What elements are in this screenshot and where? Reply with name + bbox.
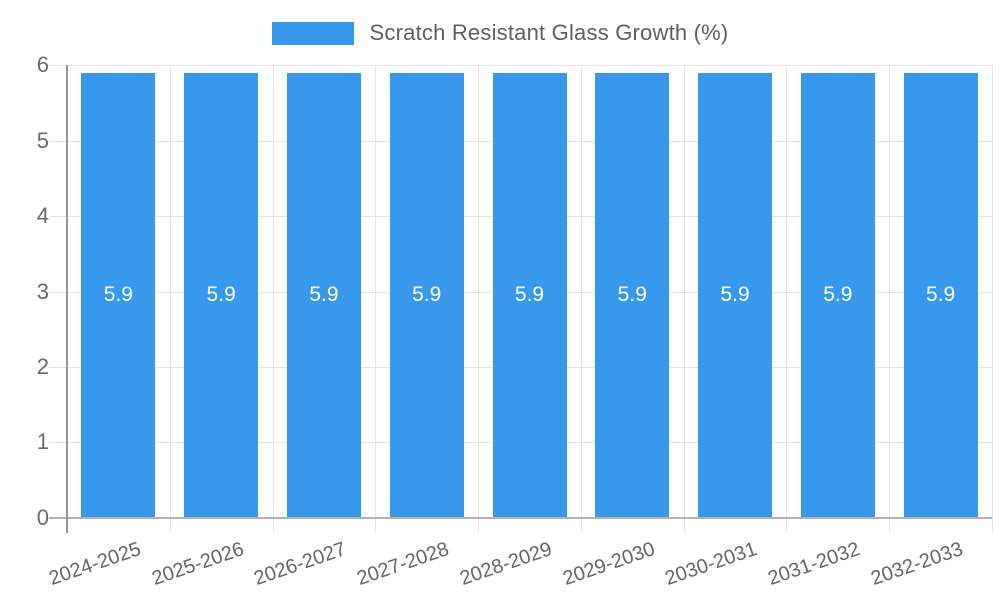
bar-slot: 5.9 [273,65,376,518]
x-tick-label: 2025-2026 [148,538,247,590]
x-tick-label: 2031-2032 [765,538,864,590]
x-tick-label: 2030-2031 [662,538,761,590]
bar-2030-2031: 5.9 [698,72,773,518]
bar-value-label: 5.9 [617,283,647,307]
y-tick-label: 4 [36,202,49,228]
x-tick-label: 2029-2030 [559,538,658,590]
bar-2025-2026: 5.9 [184,72,259,518]
x-tick-label: 2027-2028 [354,538,452,590]
x-tick-label: 2032-2033 [868,538,966,590]
x-axis-baseline [49,517,992,519]
bar-2026-2027: 5.9 [286,72,361,518]
gridline-vertical [786,65,788,533]
legend-label: Scratch Resistant Glass Growth (%) [369,20,729,45]
bar-value-label: 5.9 [412,283,442,307]
bar-slot: 5.9 [786,65,889,518]
bar-2024-2025: 5.9 [81,72,156,518]
gridline-vertical [889,65,891,533]
y-tick-label: 1 [36,429,49,455]
gridline-vertical [683,65,685,533]
bars-layer: 5.9 5.9 5.9 5.9 5.9 [67,65,992,518]
plot-area: 5.9 5.9 5.9 5.9 5.9 [37,52,993,590]
bar-value-label: 5.9 [514,283,545,307]
bar-slot: 5.9 [375,65,478,518]
chart-legend: Scratch Resistant Glass Growth (%) [0,20,1000,46]
bar-2027-2028: 5.9 [389,72,464,518]
bar-slot: 5.9 [478,65,581,518]
bar-slot: 5.9 [581,65,684,518]
x-tick-label: 2024-2025 [45,538,144,590]
y-tick-label: 5 [36,127,49,153]
gridline-horizontal [49,65,992,66]
bar-2029-2030: 5.9 [595,72,670,518]
bar-2031-2032: 5.9 [800,72,875,518]
x-tick-label: 2026-2027 [251,538,350,590]
y-tick-label: 2 [36,354,49,379]
bar-value-label: 5.9 [103,283,133,307]
y-tick-label: 0 [36,505,49,530]
bar-value-label: 5.9 [309,283,339,307]
y-tick-label: 3 [36,278,49,304]
x-axis-labels: 2024-2025 2025-2026 2026-2027 2027-2028 … [46,518,992,598]
gridline-vertical [375,65,377,533]
bar-slot: 5.9 [889,65,992,518]
y-axis-line [66,65,68,533]
gridline-vertical [992,65,993,533]
gridline-vertical [169,65,171,533]
bar-value-label: 5.9 [926,283,956,307]
bar-slot: 5.9 [170,65,273,518]
bar-2028-2029: 5.9 [492,72,567,518]
bar-value-label: 5.9 [823,283,853,307]
gridline-vertical [478,65,480,533]
bar-slot: 5.9 [67,65,170,518]
legend-swatch [271,21,354,45]
bar-slot: 5.9 [684,65,787,518]
gridline-vertical [272,65,274,533]
x-tick-label: 2028-2029 [457,538,555,590]
gridline-vertical [580,65,582,533]
bar-value-label: 5.9 [206,283,236,307]
bar-2032-2033: 5.9 [903,72,978,518]
bar-value-label: 5.9 [720,283,750,307]
y-tick-label: 6 [36,52,49,77]
